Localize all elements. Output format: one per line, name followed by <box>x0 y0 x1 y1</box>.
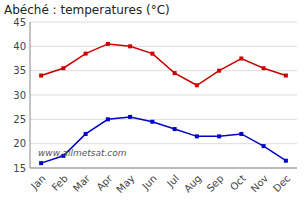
x-tick-label: Jun <box>139 173 159 193</box>
x-tick-label: Oct <box>228 173 248 193</box>
x-tick-label: Feb <box>50 173 70 193</box>
grid-line <box>30 22 297 23</box>
marker <box>195 134 199 138</box>
marker <box>61 66 65 70</box>
grid-line <box>30 168 297 169</box>
grid-line <box>30 46 297 47</box>
x-tick-label: Apr <box>94 172 115 193</box>
marker <box>39 74 43 78</box>
y-tick-label: 25 <box>13 114 26 125</box>
marker <box>284 159 288 163</box>
grid-line <box>30 95 297 96</box>
y-tick-label: 45 <box>13 17 26 28</box>
plot-area <box>39 42 288 165</box>
marker <box>150 120 154 124</box>
grid-line <box>30 143 297 144</box>
marker <box>106 117 110 121</box>
x-tick-label: Nov <box>249 173 271 195</box>
line <box>41 44 286 85</box>
marker <box>173 127 177 131</box>
marker <box>128 115 132 119</box>
x-tick-label: Dec <box>271 173 292 194</box>
y-axis <box>30 22 31 168</box>
marker <box>173 71 177 75</box>
chart-container: Abéché : temperatures (°C) 15 20 25 30 35 40 45… <box>0 0 305 200</box>
marker <box>84 52 88 56</box>
x-axis <box>30 168 297 169</box>
x-tick-label: Jan <box>28 173 47 192</box>
marker <box>195 83 199 87</box>
marker <box>84 132 88 136</box>
y-tick-label: 15 <box>13 163 26 174</box>
y-tick-label: 40 <box>13 41 26 52</box>
x-tick-label: Mar <box>71 172 93 194</box>
marker <box>128 44 132 48</box>
x-tick-label: May <box>114 173 136 195</box>
marker <box>262 66 266 70</box>
marker <box>217 134 221 138</box>
x-tick-label: Jul <box>164 173 181 190</box>
y-tick-label: 30 <box>13 90 26 101</box>
y-tick-label: 35 <box>13 65 26 76</box>
marker <box>239 57 243 61</box>
marker <box>106 42 110 46</box>
grid-line <box>30 119 297 120</box>
marker <box>150 52 154 56</box>
marker <box>39 161 43 165</box>
y-tick-label: 20 <box>13 138 26 149</box>
marker <box>284 74 288 78</box>
x-tick-label: Aug <box>182 173 204 195</box>
marker <box>262 144 266 148</box>
title: Abéché : temperatures (°C) <box>4 3 170 17</box>
chart: Abéché : temperatures (°C) 15 20 25 30 35 40 45… <box>0 0 305 200</box>
marker <box>217 69 221 73</box>
x-tick-label: Sep <box>205 173 226 194</box>
marker <box>239 132 243 136</box>
grid-line <box>30 70 297 71</box>
watermark: www.allmetsat.com <box>38 148 127 158</box>
